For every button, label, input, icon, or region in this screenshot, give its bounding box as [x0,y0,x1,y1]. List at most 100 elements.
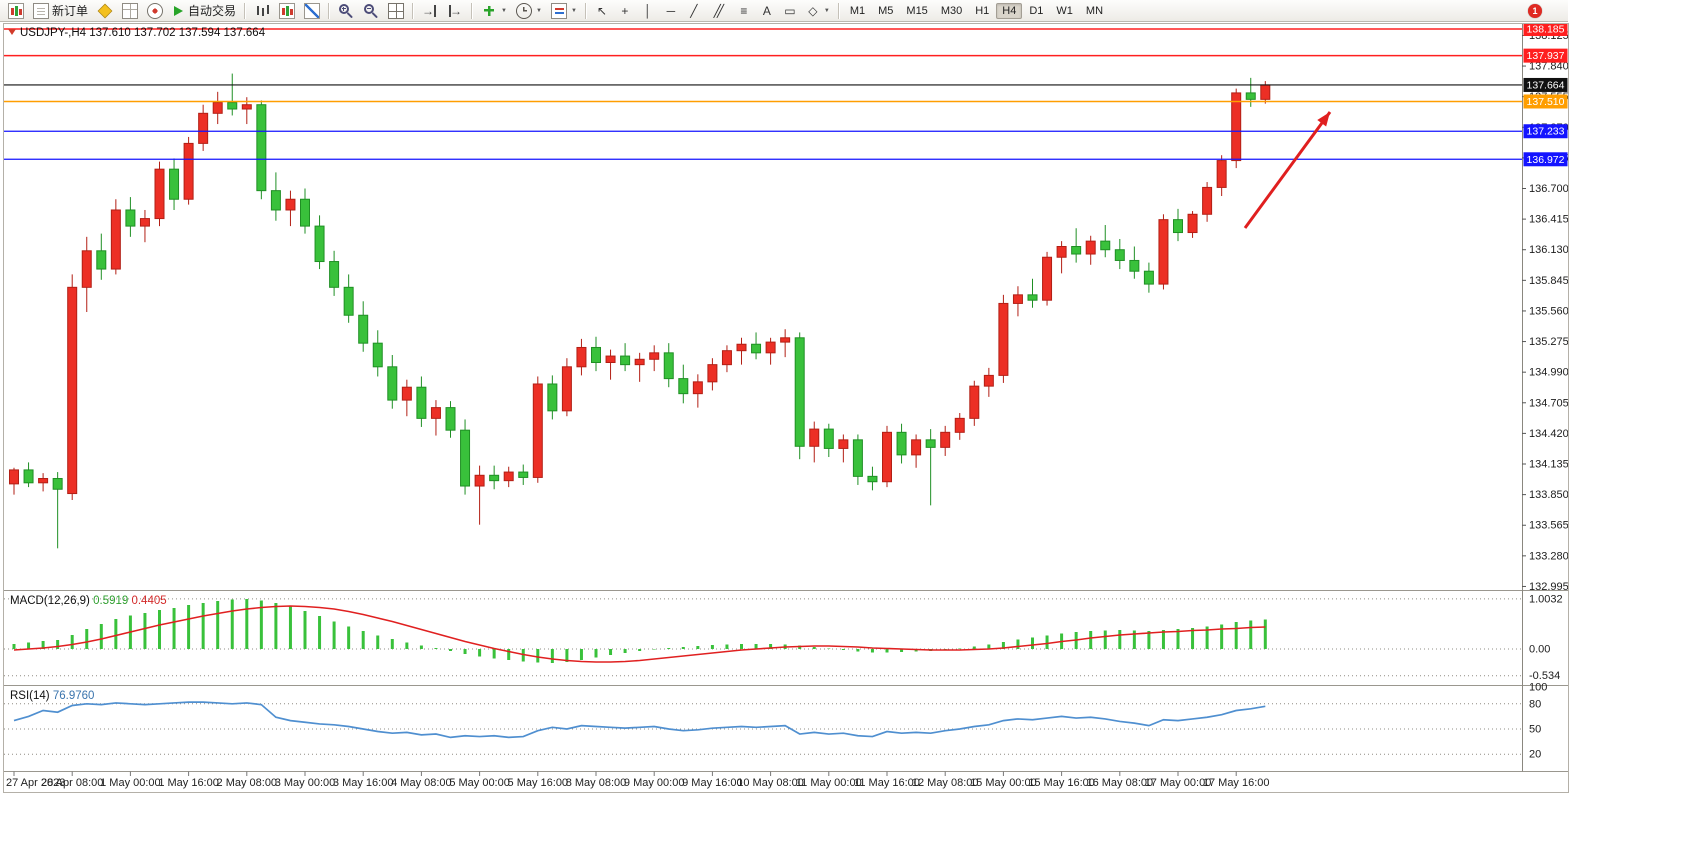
text-label-button[interactable]: ▭ [779,1,801,21]
candle-body [911,439,922,456]
data-window-button[interactable] [118,1,142,21]
time-axis-label: 5 May 16:00 [508,777,569,789]
price-badge [1523,77,1568,92]
candle-body [591,346,601,364]
equidistant-channel-icon: ╱╱ [713,3,724,18]
candle-body [561,366,572,412]
timeframe-d1-button[interactable]: D1 [1029,4,1044,17]
candle-body [765,341,776,354]
timeframe-w1-button[interactable]: W1 [1056,4,1073,17]
time-axis-label: 2 May 08:00 [217,777,278,789]
candle-body [241,104,252,110]
candle-body [227,102,238,110]
navigator-button[interactable] [143,1,167,21]
price-tick-label: 136.415 [1529,214,1568,226]
price-tick-label: 133.565 [1529,520,1568,532]
zoom-in-icon [338,3,354,19]
linechart-icon [304,2,321,19]
toolbar-separator [244,2,247,19]
timeframe-m30-button[interactable]: M30 [940,4,963,17]
text-label-icon: ▭ [784,3,796,18]
time-axis-label: 15 May 16:00 [1028,777,1095,789]
fibonacci-button[interactable]: ≡ [733,1,755,21]
candle-body [954,417,965,433]
timeframe-m15-button[interactable]: M15 [906,4,928,17]
candle-body [300,198,310,227]
time-axis-label: 11 May 00:00 [796,777,862,789]
candle-body [256,104,267,192]
candle-body [460,429,471,487]
auto-scroll-button[interactable] [418,1,442,21]
candle-body [1027,294,1038,301]
macd-axis-label: 1.0032 [1529,593,1563,605]
equidistant-channel-button[interactable]: ╱╱ [706,1,732,21]
autoscroll-icon [422,3,438,19]
time-axis-label: 1 May 16:00 [158,777,219,789]
vertical-line-button[interactable]: │ [637,1,659,21]
toolbar: 新订单自动交易▼▼▼↖+│─╱╱╱≡A▭◇▼M1M5M15M30H1H4D1W1… [0,0,1568,22]
timeframe-h4-button[interactable]: H4 [996,2,1023,19]
time-axis-label: 8 May 08:00 [566,777,627,789]
tile-windows-button[interactable] [384,1,408,21]
price-tick-label: 137.840 [1529,61,1568,73]
crosshair-icon: + [621,3,629,18]
chart-shift-button[interactable] [443,1,467,21]
fibonacci-icon: ≡ [740,3,748,18]
chart-canvas[interactable]: 138.125137.840137.555137.270136.985136.7… [4,21,1569,792]
zoom-out-button[interactable] [359,1,383,21]
candle-body [329,261,340,288]
candle-body [23,469,34,484]
time-axis-label: 5 May 00:00 [449,777,510,789]
candle-body [270,190,281,211]
time-axis-label: 28 Apr 08:00 [41,777,103,789]
candle-body [1158,219,1169,285]
dropdown-caret-icon: ▼ [501,7,507,14]
cursor-button[interactable]: ↖ [591,1,613,21]
candle-body [678,378,689,395]
autotrading-button[interactable]: 自动交易 [168,1,240,21]
crosshair-button[interactable]: + [614,1,636,21]
metaeditor-button[interactable] [93,1,117,21]
new-order-button[interactable]: 新订单 [29,1,92,21]
ohlc-icon [254,2,271,19]
play-icon [174,5,184,16]
horizontal-line-button[interactable]: ─ [660,1,682,21]
timeframe-m5-button[interactable]: M5 [878,4,894,17]
symbol-marker-icon [8,29,16,35]
candle-body [9,469,19,485]
candle-body [198,112,209,144]
diamond-icon [97,3,113,18]
bar-chart-button[interactable] [250,1,274,21]
trend-arrow-annotation[interactable] [1243,111,1332,229]
candle-body [969,385,980,419]
candle-body [372,342,383,368]
candle-body [1129,259,1140,272]
arrows-button[interactable]: ◇ ▼ [802,1,834,21]
line-chart-button[interactable] [300,1,324,21]
candlestick-chart-button[interactable] [275,1,299,21]
price-tick-label: 132.995 [1529,581,1568,593]
table-icon [122,2,139,19]
time-axis-label: 4 May 08:00 [391,777,452,789]
price-badge-label: 136.972 [1527,154,1565,166]
candle-body [823,428,834,449]
indicators-button[interactable]: ▼ [477,1,511,21]
timeframe-h1-button[interactable]: H1 [975,4,990,17]
candle-body [489,474,500,482]
notification-badge[interactable]: 1 [1528,4,1542,18]
text-button[interactable]: A [756,1,778,21]
price-tick-label: 136.700 [1529,183,1568,195]
templates-button[interactable]: ▼ [547,1,581,21]
zoom-in-button[interactable] [334,1,358,21]
timeframe-mn-button[interactable]: MN [1085,4,1104,17]
periods-button[interactable]: ▼ [512,1,546,21]
new-chart-button[interactable] [4,1,28,21]
timeframe-m1-button[interactable]: M1 [849,4,866,17]
price-tick-label: 136.130 [1529,244,1568,256]
candle-body [663,352,674,380]
candle-body [343,286,354,316]
trendline-button[interactable]: ╱ [683,1,705,21]
candle-body [998,302,1009,376]
candle-body [110,209,121,270]
candle-body [1260,84,1271,100]
